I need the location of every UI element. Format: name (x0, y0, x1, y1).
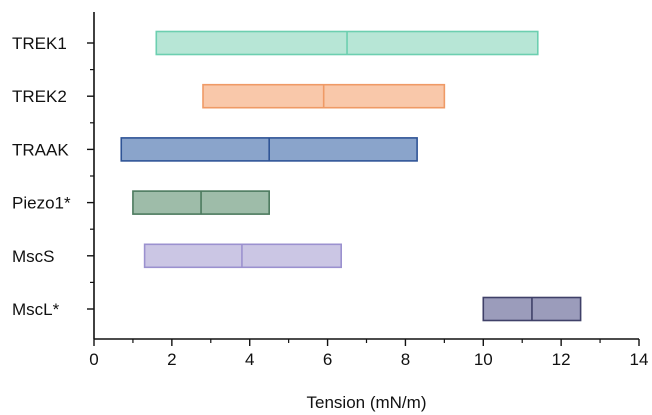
category-label: TREK2 (12, 87, 67, 106)
x-tick-label: 2 (167, 350, 176, 369)
range-bar (143, 243, 342, 269)
x-tick-label: 0 (89, 350, 98, 369)
x-axis: 0 2 4 6 8 10 12 14 (89, 338, 649, 369)
x-tick-label: 14 (630, 350, 649, 369)
category-label: TRAAK (12, 140, 69, 159)
x-tick-label: 4 (245, 350, 254, 369)
x-tick-label: 6 (323, 350, 332, 369)
x-tick-label: 8 (401, 350, 410, 369)
category-label: MscS (12, 247, 55, 266)
category-label: MscL* (12, 300, 60, 319)
bars (120, 30, 582, 322)
category-label: Piezo1* (12, 194, 71, 213)
x-axis-title: Tension (mN/m) (307, 393, 427, 412)
category-label: TREK1 (12, 34, 67, 53)
x-tick-label: 12 (552, 350, 571, 369)
y-axis: TREK1 TREK2 TRAAK Piezo1* MscS MscL* (12, 12, 95, 339)
x-tick-label: 10 (474, 350, 493, 369)
